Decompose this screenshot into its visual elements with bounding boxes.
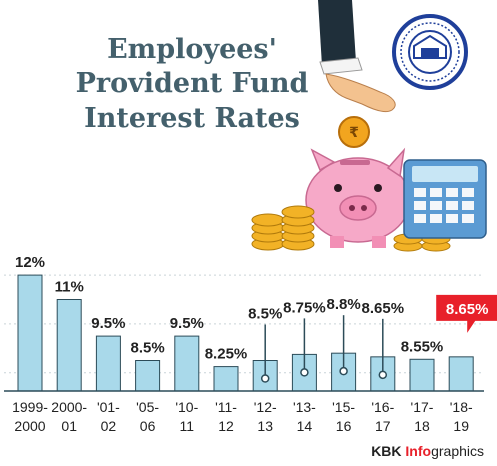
value-label: 8.8% [326,296,360,313]
bar [213,366,239,392]
value-label: 9.5% [170,315,204,332]
credit: KBK Infographics [371,443,484,459]
value-label: 8.55% [401,338,444,355]
x-tick-label: '17- [411,399,434,415]
x-tick-label: 2000- [51,399,87,415]
x-tick-label: 06 [140,418,156,434]
chart-title-line-1: Employees' [107,34,277,65]
x-tick-label: 16 [336,418,352,434]
chart-title-line-3: Interest Rates [84,103,300,134]
hand-with-coin-icon: ₹ [318,0,396,148]
credit-accent: Info [405,443,431,459]
bar [409,358,435,392]
value-label: 8.5% [130,340,164,357]
bar [95,335,121,392]
x-tick-label: 02 [101,418,117,434]
x-tick-label: '15- [332,399,355,415]
value-label: 8.5% [248,306,282,323]
value-labels: 12%11%9.5%8.5%9.5%8.25%8.5% 8.75% 8.8% 8.65… [15,254,497,363]
bar [448,356,474,392]
svg-text:₹: ₹ [349,125,359,141]
x-tick-label: 2000 [14,418,45,434]
bar [135,360,161,392]
x-tick-label: '12- [254,399,277,415]
label-pin-dot [300,368,309,377]
label-pins [260,315,388,383]
bar [17,274,43,392]
x-tick-label: 01 [61,418,77,434]
x-tick-label: 1999- [12,399,48,415]
x-tick-label: 11 [180,418,195,434]
value-label: 11% [55,279,84,296]
bars [17,274,474,392]
bar [174,335,200,392]
value-label: 8.25% [205,346,248,363]
value-label: 8.75% [283,299,326,316]
x-tick-label: 14 [297,418,313,434]
grid-lines [4,274,484,374]
x-tick-label: '16- [371,399,394,415]
label-pin-dot [378,370,388,380]
label-pin-dot [260,374,270,383]
x-tick-label: 17 [375,418,391,434]
x-tick-label: '13- [293,399,316,415]
credit-brand: KBK [371,443,405,459]
x-tick-label: 13 [257,418,273,434]
bar [56,299,82,392]
credit-rest: graphics [431,443,484,459]
value-label: 9.5% [91,315,125,332]
chart-title-line-2: Provident Fund [76,68,309,99]
x-tick-label: '18- [450,399,473,415]
x-tick-label: 18 [414,418,430,434]
calculator-icon [403,159,487,239]
x-tick-label: '11- [215,399,237,415]
piggy-bank-icon [305,147,411,248]
x-tick-labels: 1999- 2000 2000- 01 '01- 02 '05- 06 '10- 11 '11- 12… [12,399,473,434]
value-label: 8.65% [446,301,489,318]
value-label: 12% [15,254,45,271]
label-pin-dot [339,366,348,376]
x-tick-label: '01- [97,399,120,415]
x-tick-label: 12 [218,418,234,434]
highlight-callout [436,294,497,333]
x-tick-label: 19 [453,418,469,434]
coin-stacks-icon [251,205,451,252]
x-tick-label: '10- [175,399,198,415]
epfo-logo-icon [392,14,468,90]
value-label: 8.65% [362,300,405,317]
x-tick-label: '05- [136,399,159,415]
